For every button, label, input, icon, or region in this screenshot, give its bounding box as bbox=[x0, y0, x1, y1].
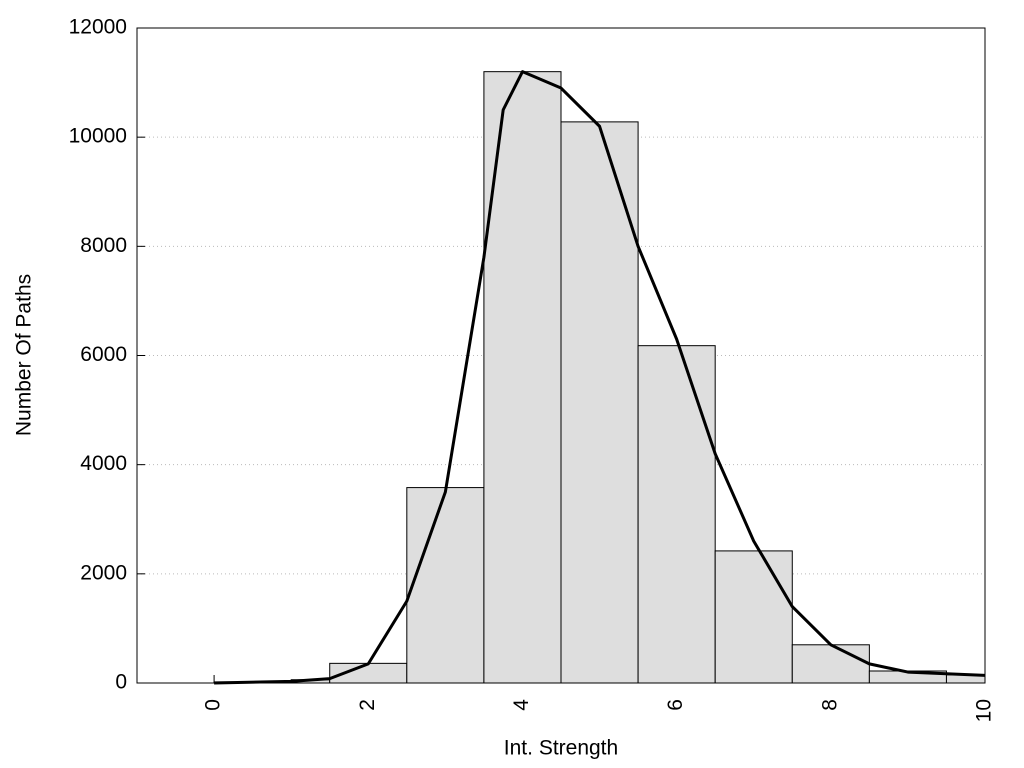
histogram-bar bbox=[791, 644, 870, 684]
y-tick-label: 10000 bbox=[69, 125, 127, 148]
y-axis-label: Number Of Paths bbox=[13, 274, 36, 436]
histogram-bar bbox=[637, 345, 716, 684]
histogram-bar bbox=[714, 550, 793, 684]
y-tick-label: 0 bbox=[115, 671, 127, 694]
plot-frame bbox=[136, 27, 986, 684]
histogram-bar bbox=[406, 487, 485, 684]
y-tick-label: 12000 bbox=[69, 16, 127, 39]
x-tick-label: 4 bbox=[510, 699, 533, 711]
density-curve bbox=[214, 70, 986, 685]
x-tick-label: 2 bbox=[356, 699, 379, 711]
x-tick-label: 8 bbox=[818, 699, 841, 711]
x-tick-label: 0 bbox=[202, 699, 225, 711]
histogram-bar bbox=[483, 71, 562, 684]
x-tick-label: 10 bbox=[973, 699, 996, 722]
x-tick-label: 6 bbox=[664, 699, 687, 711]
x-axis-label: Int. Strength bbox=[504, 737, 618, 760]
y-tick-label: 8000 bbox=[80, 234, 127, 257]
y-tick-label: 2000 bbox=[80, 561, 127, 584]
y-tick-label: 6000 bbox=[80, 343, 127, 366]
y-tick-label: 4000 bbox=[80, 452, 127, 475]
